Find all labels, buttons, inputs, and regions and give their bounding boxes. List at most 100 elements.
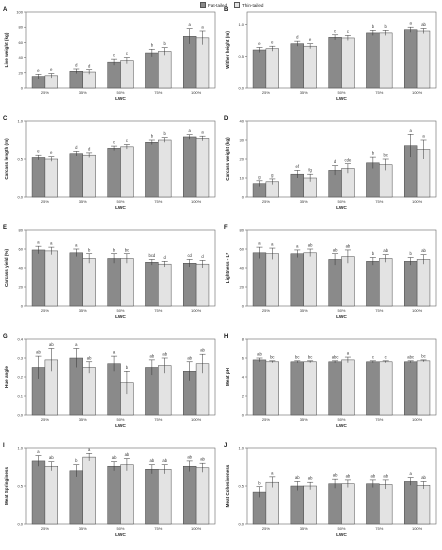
y-axis-label-j: Meat Cohesiveness xyxy=(225,464,230,507)
x-tick-label-g: 35% xyxy=(79,417,87,422)
significance-letter-j: ab xyxy=(308,476,313,481)
bar-j-fat-tailed xyxy=(403,481,418,525)
significance-letter-c: d xyxy=(88,146,91,151)
significance-letter-j: ab xyxy=(295,475,300,480)
significance-letter-e: a xyxy=(50,241,53,246)
y-tick-label-c: 0.5 xyxy=(17,157,23,162)
significance-letter-c: b xyxy=(164,131,167,136)
y-tick-label-h: 0 xyxy=(242,413,245,418)
significance-letter-e: b xyxy=(88,247,91,252)
y-axis-label-a: Live weight (kg) xyxy=(4,32,9,67)
significance-letter-j: ab xyxy=(346,473,351,478)
x-axis-label-c: LWC xyxy=(115,205,126,211)
bar-g-fat-tailed xyxy=(107,363,121,416)
bar-b-fat-tailed xyxy=(252,49,267,89)
y-tick-label-e: 60 xyxy=(19,247,24,252)
significance-letter-d: cde xyxy=(345,157,352,162)
x-tick-label-f: 100% xyxy=(412,308,423,313)
significance-letter-b: c xyxy=(334,28,336,33)
legend-label: Thin-tailed xyxy=(242,2,264,8)
bar-f-thin-tailed xyxy=(265,253,280,307)
significance-letter-j: a xyxy=(410,471,413,476)
bar-j-fat-tailed xyxy=(328,483,342,525)
x-tick-label-i: 50% xyxy=(116,526,124,531)
legend-swatch-thin-tailed xyxy=(234,2,240,8)
y-axis-label-g: Hue angle xyxy=(4,366,9,388)
bar-b-thin-tailed xyxy=(341,37,355,89)
bar-f-fat-tailed xyxy=(328,259,342,307)
y-tick-label-h: 8 xyxy=(242,337,245,342)
bar-f-fat-tailed xyxy=(366,261,380,307)
y-tick-label-h: 2 xyxy=(242,394,245,399)
significance-letter-f: a xyxy=(258,241,261,246)
significance-letter-e: d xyxy=(201,254,204,259)
bar-f-thin-tailed xyxy=(303,252,317,307)
significance-letter-h: ab xyxy=(257,352,262,357)
significance-letter-i: ab xyxy=(112,455,117,460)
x-tick-label-j: 35% xyxy=(300,526,308,531)
bar-e-fat-tailed xyxy=(145,262,159,307)
y-tick-label-g: 0.1 xyxy=(17,394,23,399)
significance-letter-b: ab xyxy=(421,22,426,27)
y-axis-label-b: Wither height (m) xyxy=(225,31,230,69)
bar-j-thin-tailed xyxy=(341,483,355,525)
y-tick-label-g: 0.2 xyxy=(17,375,23,380)
significance-letter-e: cd xyxy=(187,253,192,258)
y-tick-label-g: 0.3 xyxy=(17,356,23,361)
significance-letter-c: e xyxy=(37,149,40,154)
significance-letter-d: a xyxy=(410,128,413,133)
significance-letter-a: d xyxy=(75,63,78,68)
y-tick-label-f: 60 xyxy=(240,247,245,252)
y-tick-label-f: 40 xyxy=(240,266,245,271)
bar-j-thin-tailed xyxy=(379,484,393,525)
significance-letter-b: b xyxy=(372,24,375,29)
significance-letter-e: bc xyxy=(125,247,129,252)
bar-j-fat-tailed xyxy=(290,485,304,525)
significance-letter-f: ab xyxy=(383,248,388,253)
bar-a-fat-tailed xyxy=(182,36,197,89)
significance-letter-c: a xyxy=(201,130,204,135)
bar-f-thin-tailed xyxy=(416,259,431,307)
panel-letter-h: H xyxy=(224,334,228,340)
panel-letter-j: J xyxy=(224,443,227,449)
significance-letter-f: ab xyxy=(333,247,338,252)
significance-letter-d: fg xyxy=(308,168,312,173)
bar-b-thin-tailed xyxy=(303,45,317,89)
y-tick-label-j: 0.0 xyxy=(238,522,244,527)
y-tick-label-e: 0 xyxy=(21,304,24,309)
significance-letter-g: b xyxy=(126,365,129,370)
bar-i-fat-tailed xyxy=(107,465,121,525)
x-tick-label-j: 50% xyxy=(337,526,345,531)
y-tick-label-a: 80 xyxy=(19,25,24,30)
bar-e-thin-tailed xyxy=(195,263,210,307)
significance-letter-e: bcd xyxy=(148,253,155,258)
bar-j-thin-tailed xyxy=(303,485,317,525)
x-tick-label-a: 75% xyxy=(154,90,162,95)
significance-letter-b: d xyxy=(296,35,299,40)
x-tick-label-h: 35% xyxy=(300,417,308,422)
x-tick-label-h: 25% xyxy=(262,417,270,422)
significance-letter-f: b xyxy=(410,251,413,256)
significance-letter-c: d xyxy=(75,145,78,150)
bar-b-thin-tailed xyxy=(416,30,431,89)
x-axis-label-a: LWC xyxy=(115,96,126,102)
x-tick-label-i: 100% xyxy=(191,526,202,531)
x-tick-label-d: 25% xyxy=(262,199,270,204)
bar-e-thin-tailed xyxy=(44,250,59,307)
significance-letter-g: ab xyxy=(87,355,92,360)
y-tick-label-e: 20 xyxy=(19,285,24,290)
y-axis-label-c: Carcass length (m) xyxy=(4,138,9,180)
significance-letter-j: ab xyxy=(371,473,376,478)
significance-letter-g: ab xyxy=(187,355,192,360)
x-tick-label-j: 100% xyxy=(412,526,423,531)
bar-j-thin-tailed xyxy=(416,484,431,525)
x-tick-label-g: 50% xyxy=(116,417,124,422)
x-tick-label-j: 25% xyxy=(262,526,270,531)
significance-letter-c: a xyxy=(189,128,192,133)
y-tick-label-h: 4 xyxy=(242,375,245,380)
x-tick-label-c: 35% xyxy=(79,199,87,204)
y-axis-label-e: Carcass yield (%) xyxy=(4,249,9,288)
significance-letter-a: b xyxy=(164,41,167,46)
legend-label: Fat-tailed xyxy=(208,2,228,8)
x-tick-label-i: 35% xyxy=(79,526,87,531)
